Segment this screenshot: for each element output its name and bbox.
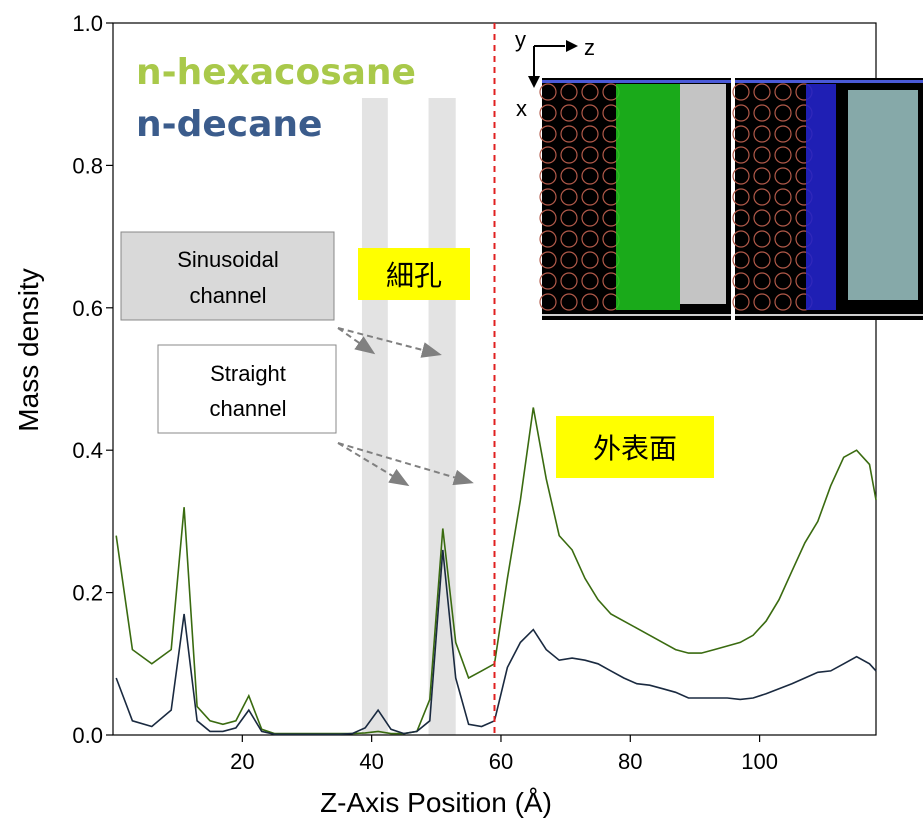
y-tick-label: 0.4 — [72, 438, 103, 463]
inset-axis-x-arrowhead — [528, 76, 540, 88]
x-axis-title: Z-Axis Position (Å) — [320, 787, 552, 818]
pore-label: 細孔 — [386, 259, 442, 292]
inset-axis-y-label: y — [515, 27, 526, 52]
inset-axis-z-label: z — [584, 35, 595, 60]
series-line-n-hexacosane — [115, 407, 877, 735]
pore-band-1 — [361, 98, 388, 735]
inset-axis-z-arrowhead — [566, 40, 578, 52]
straight-channel-label-line2: channel — [209, 396, 286, 421]
snapshot-n-decane — [732, 78, 923, 320]
inset-snapshots: y z x — [515, 27, 923, 320]
x-tick-label: 80 — [618, 749, 642, 774]
x-tick-label: 60 — [489, 749, 513, 774]
legend-n-hexacosane: n-hexacosane — [136, 52, 416, 93]
y-tick-label: 0.0 — [72, 723, 103, 748]
sinusoidal-channel-box — [120, 231, 335, 321]
x-axis-ticks: 20 40 60 80 100 — [230, 735, 778, 774]
x-tick-label: 20 — [230, 749, 254, 774]
outer-surface-label: 外表面 — [593, 432, 677, 465]
outer-surface-label-box — [556, 416, 714, 478]
x-tick-label: 40 — [359, 749, 383, 774]
series-line-n-decane — [115, 549, 877, 736]
y-tick-label: 0.8 — [72, 153, 103, 178]
y-axis-ticks: 0.0 0.2 0.4 0.6 0.8 1.0 — [72, 11, 113, 748]
y-axis-title: Mass density — [13, 268, 44, 431]
straight-channel-box — [157, 344, 337, 434]
y-tick-label: 0.6 — [72, 296, 103, 321]
legend-n-decane: n-decane — [136, 104, 322, 145]
sinusoidal-channel-label-line1: Sinusoidal — [177, 247, 279, 272]
y-tick-label: 1.0 — [72, 11, 103, 36]
snapshot-n-hexacosane — [539, 78, 731, 320]
inset-axis-x-label: x — [516, 96, 527, 121]
sinusoidal-channel-label-line2: channel — [189, 283, 266, 308]
arrow-sinusoidal-2 — [337, 327, 442, 358]
y-tick-label: 0.2 — [72, 581, 103, 606]
series-layer — [115, 407, 877, 736]
x-tick-label: 100 — [741, 749, 778, 774]
pore-bands — [361, 98, 456, 735]
pore-label-box — [358, 248, 470, 300]
arrow-straight-1 — [337, 442, 410, 487]
arrow-sinusoidal-1 — [337, 327, 376, 355]
arrow-straight-2 — [337, 442, 474, 486]
straight-channel-label-line1: Straight — [210, 361, 286, 386]
